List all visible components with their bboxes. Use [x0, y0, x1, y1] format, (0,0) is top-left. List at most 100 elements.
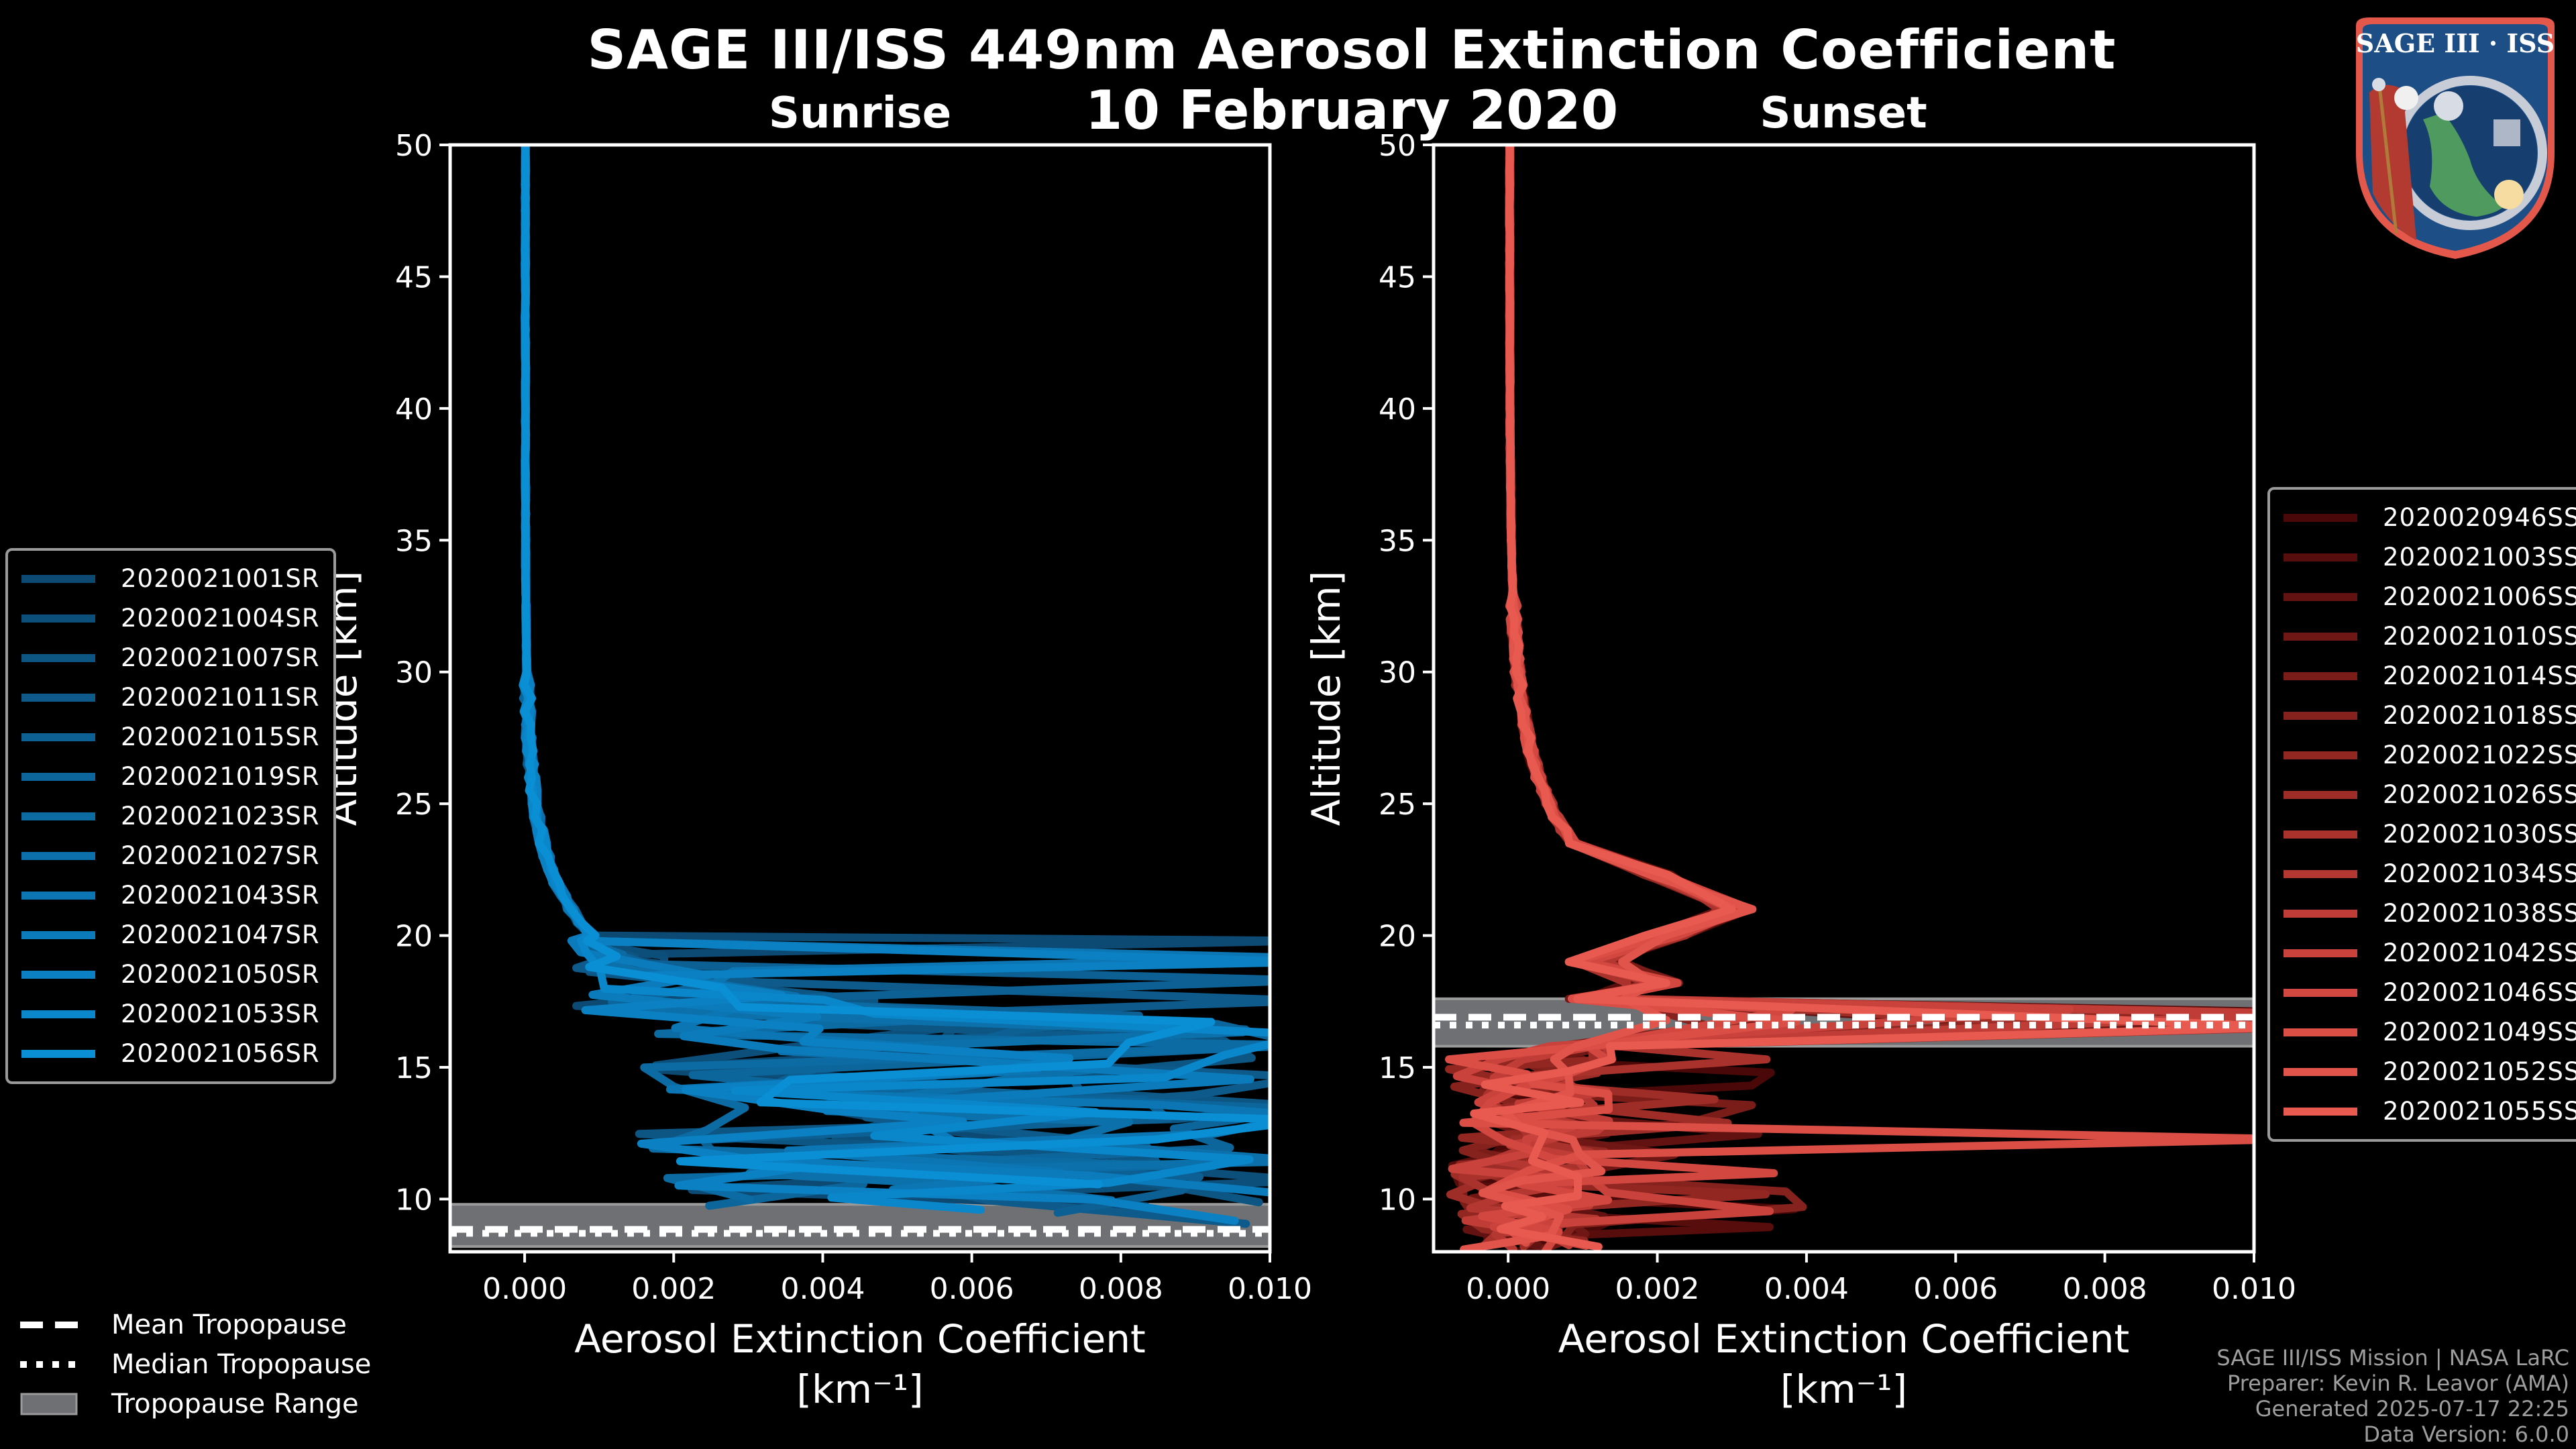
wizard-figure — [2369, 85, 2416, 240]
y-tick-label: 40 — [1379, 392, 1416, 427]
legend-label: 2020021014SS — [2383, 661, 2576, 690]
tropopause-legend: Mean Tropopause Median Tropopause Tropop… — [20, 1305, 371, 1424]
x-tick-label: 0.010 — [2212, 1272, 2296, 1306]
legend-item: 2020021043SR — [21, 875, 320, 915]
legend-label: 2020021046SS — [2383, 978, 2576, 1007]
plot-area — [1434, 145, 2254, 1252]
y-tick-label: 25 — [395, 788, 433, 822]
legend-line-swatch — [2284, 592, 2357, 601]
y-tick-label: 15 — [395, 1051, 433, 1085]
sunset-panel: 0.000 0.002 0.004 0.006 0.008 0.010 10 15 20 25 30… — [1303, 129, 2296, 1412]
legend-label: 2020021007SR — [121, 643, 320, 672]
y-tick-label: 35 — [1379, 524, 1416, 558]
x-tick-label: 0.008 — [1079, 1272, 1163, 1306]
profile-line-2020021056SR — [520, 145, 1270, 1189]
legend-line-swatch — [21, 693, 95, 702]
legend-item: 2020021050SR — [21, 955, 320, 994]
legend-label: 2020020946SS — [2383, 503, 2576, 532]
legend-item: 2020021001SR — [21, 559, 320, 598]
x-tick-label: 0.002 — [631, 1272, 716, 1306]
chart-date: 10 February 2020 — [1085, 79, 1619, 142]
sunset-subtitle: Sunset — [1760, 89, 1927, 138]
sunrise-panel: 0.000 0.002 0.004 0.006 0.008 0.010 10 15 20 25 30… — [320, 129, 1312, 1412]
legend-item: 2020021055SS — [2284, 1091, 2576, 1131]
credit-preparer: Preparer: Kevin R. Leavor (AMA) — [2226, 1371, 2569, 1396]
legend-line-swatch — [2284, 553, 2357, 561]
legend-item: 2020021038SS — [2284, 894, 2576, 933]
legend-line-swatch — [2284, 869, 2357, 878]
profile-line-2020020946SS — [1462, 145, 2254, 1252]
credit-version: Data Version: 6.0.0 — [2363, 1421, 2569, 1447]
legend-label: 2020021023SR — [121, 802, 320, 830]
legend-line-swatch — [21, 733, 95, 741]
axes-frame — [1432, 143, 2256, 1254]
legend-line-swatch — [21, 1010, 95, 1018]
y-tick-label: 35 — [395, 524, 433, 558]
legend-item-mean-tropopause: Mean Tropopause — [20, 1305, 371, 1344]
legend-label: 2020021043SR — [121, 881, 320, 910]
legend-label: 2020021022SS — [2383, 741, 2576, 769]
legend-line-swatch — [2284, 513, 2357, 522]
legend-line-swatch — [21, 772, 95, 781]
legend-label: 2020021053SR — [121, 1000, 320, 1028]
profile-line-2020021023SR — [519, 145, 1270, 1204]
legend-line-swatch — [2284, 909, 2357, 918]
sunset-legend: 2020020946SS 2020021003SS 2020021006SS 2020… — [2267, 487, 2576, 1142]
legend-line-swatch — [2284, 711, 2357, 720]
legend-item: 2020021015SR — [21, 717, 320, 757]
plot-area — [450, 145, 1270, 1248]
legend-item: 2020021023SR — [21, 796, 320, 836]
credits: SAGE III/ISS Mission | NASA LaRC Prepare… — [2216, 1345, 2569, 1447]
legend-label: 2020021026SS — [2383, 780, 2576, 809]
legend-line-swatch — [2284, 1028, 2357, 1036]
x-axis-units: [km⁻¹] — [1780, 1366, 1907, 1412]
x-tick-label: 0.006 — [930, 1272, 1014, 1306]
legend-item: 2020021022SS — [2284, 735, 2576, 775]
sun-icon — [2494, 180, 2524, 209]
y-tick-label: 45 — [1379, 260, 1416, 294]
legend-label: 2020021055SS — [2383, 1097, 2576, 1126]
legend-item: 2020021014SS — [2284, 656, 2576, 696]
legend-label: 2020021001SR — [121, 564, 320, 593]
iss-icon — [2493, 119, 2520, 146]
legend-label: 2020021004SR — [121, 604, 320, 633]
legend-item: 2020021042SS — [2284, 933, 2576, 973]
x-tick-label: 0.002 — [1615, 1272, 1700, 1306]
legend-line-swatch — [21, 653, 95, 662]
legend-line-swatch — [21, 970, 95, 979]
legend-label: 2020021042SS — [2383, 938, 2576, 967]
legend-label: 2020021047SR — [121, 920, 320, 949]
credit-mission: SAGE III/ISS Mission | NASA LaRC — [2216, 1345, 2569, 1371]
profile-line-2020021030SS — [1458, 145, 2254, 1249]
legend-line-swatch — [21, 930, 95, 939]
legend-line-swatch — [21, 1049, 95, 1058]
legend-label: Tropopause Range — [111, 1388, 359, 1419]
chart-title: SAGE III/ISS 449nm Aerosol Extinction Co… — [587, 19, 2116, 81]
legend-item: 2020021047SR — [21, 915, 320, 955]
y-tick-label: 50 — [395, 129, 433, 163]
legend-label: 2020021003SS — [2383, 543, 2576, 572]
y-axis-label: Altitude [km] — [1303, 571, 1349, 826]
y-tick-label: 30 — [395, 656, 433, 690]
legend-line-swatch — [21, 851, 95, 860]
legend-item: 2020021006SS — [2284, 577, 2576, 616]
x-tick-label: 0.000 — [1466, 1272, 1550, 1306]
dashed-line-icon — [20, 1320, 78, 1330]
x-axis-label: Aerosol Extinction Coefficient — [1558, 1316, 2130, 1362]
legend-item: 2020021011SR — [21, 678, 320, 717]
profile-line-2020021038SS — [1461, 145, 2254, 1250]
y-tick-label: 30 — [1379, 656, 1416, 690]
x-axis-label: Aerosol Extinction Coefficient — [574, 1316, 1146, 1362]
legend-label: 2020021011SR — [121, 683, 320, 712]
legend-line-swatch — [21, 574, 95, 583]
legend-item: 2020021019SR — [21, 757, 320, 796]
legend-label: 2020021030SS — [2383, 820, 2576, 849]
legend-line-swatch — [2284, 672, 2357, 680]
legend-item: 2020021027SR — [21, 836, 320, 875]
moon-icon — [2434, 91, 2463, 121]
legend-item: 2020021004SR — [21, 598, 320, 638]
legend-line-swatch — [21, 614, 95, 623]
legend-item: 2020021053SR — [21, 994, 320, 1034]
y-tick-label: 15 — [1379, 1051, 1416, 1085]
